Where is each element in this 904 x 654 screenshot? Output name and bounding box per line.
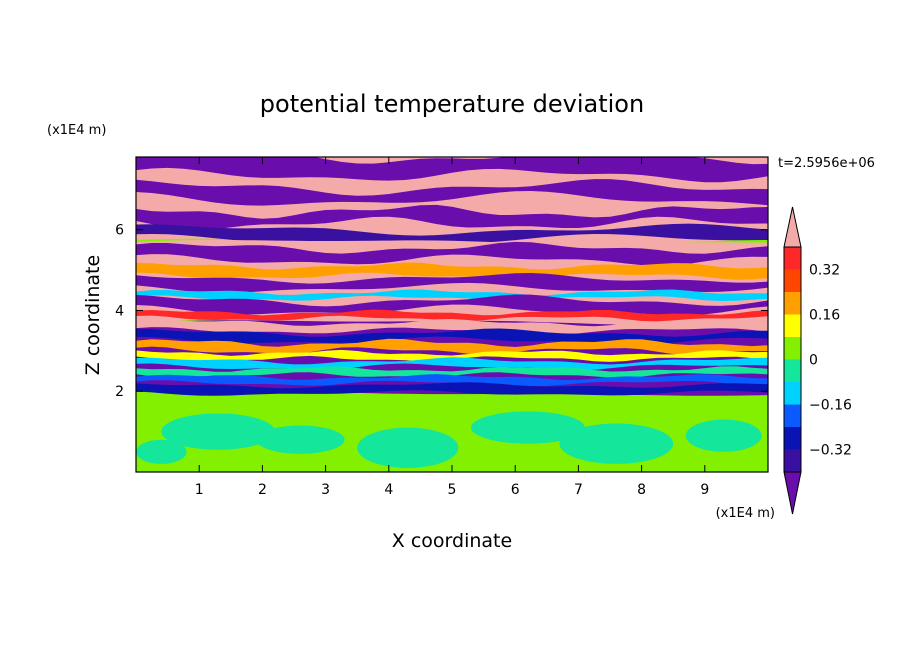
colorbar-extend-bottom bbox=[783, 471, 802, 515]
field-blob bbox=[136, 439, 187, 464]
turbulent-band bbox=[136, 338, 768, 355]
colorbar-segment bbox=[784, 427, 801, 450]
turbulent-band bbox=[136, 382, 768, 396]
turbulent-band bbox=[136, 366, 768, 378]
field-blob bbox=[357, 427, 459, 468]
turbulent-band bbox=[136, 374, 768, 387]
field-blob bbox=[685, 419, 762, 452]
colorbar-extend-top bbox=[783, 206, 802, 248]
contour-field bbox=[136, 157, 768, 472]
middle-band bbox=[136, 241, 768, 266]
middle-band bbox=[136, 289, 768, 302]
colorbar-tick-label: −0.32 bbox=[809, 443, 852, 459]
colorbar-segment bbox=[784, 382, 801, 405]
colorbar-segment bbox=[784, 269, 801, 292]
x-tick-label: 1 bbox=[195, 482, 204, 498]
upper-band bbox=[136, 204, 768, 231]
colorbar-segment bbox=[784, 314, 801, 337]
colorbar-segment bbox=[784, 337, 801, 360]
turbulent-band bbox=[136, 349, 768, 362]
x-tick-label: 2 bbox=[258, 482, 267, 498]
upper-band bbox=[136, 157, 768, 183]
y-tick-label: 2 bbox=[115, 384, 124, 400]
x-unit-label: (x1E4 m) bbox=[716, 506, 775, 521]
y-unit-label: (x1E4 m) bbox=[47, 123, 106, 138]
turbulent-band bbox=[136, 319, 768, 335]
time-label: t=2.5956e+06 bbox=[778, 156, 875, 171]
x-tick-label: 5 bbox=[448, 482, 457, 498]
colorbar-segment bbox=[784, 404, 801, 427]
x-tick-label: 8 bbox=[637, 482, 646, 498]
x-axis-label: X coordinate bbox=[392, 530, 512, 552]
middle-band bbox=[136, 262, 768, 280]
field-blob bbox=[470, 411, 585, 444]
colorbar-tick-label: 0.32 bbox=[809, 263, 840, 279]
chart-title: potential temperature deviation bbox=[260, 90, 644, 118]
x-tick-label: 7 bbox=[574, 482, 583, 498]
colorbar: 0.32 0.16 0 −0.16 −0.32 bbox=[783, 206, 852, 515]
x-tick-label: 3 bbox=[321, 482, 330, 498]
colorbar-segment bbox=[784, 247, 801, 270]
y-axis-label: Z coordinate bbox=[82, 255, 104, 375]
turbulent-band bbox=[136, 357, 768, 371]
colorbar-segment bbox=[784, 292, 801, 315]
field-blob bbox=[559, 423, 674, 464]
y-tick-label: 6 bbox=[115, 223, 124, 239]
y-tick-label: 4 bbox=[115, 303, 124, 319]
upper-band bbox=[136, 179, 768, 206]
middle-band bbox=[136, 309, 768, 322]
colorbar-frame bbox=[783, 246, 802, 473]
colorbar-tick-label: 0 bbox=[809, 353, 818, 369]
colorbar-tick-label: −0.16 bbox=[809, 398, 852, 414]
field-blob bbox=[256, 425, 345, 454]
colorbar-tick-label: 0.16 bbox=[809, 308, 840, 324]
x-tick-label: 6 bbox=[511, 482, 520, 498]
x-axis-ticks: 1 2 3 4 5 6 7 8 9 bbox=[195, 157, 709, 498]
upper-band bbox=[136, 223, 768, 244]
middle-band bbox=[136, 273, 768, 293]
x-tick-label: 4 bbox=[384, 482, 393, 498]
y-axis-ticks: 2 4 6 bbox=[115, 223, 768, 400]
field-blob bbox=[161, 413, 276, 450]
turbulent-band bbox=[136, 328, 768, 345]
colorbar-segment bbox=[784, 449, 801, 472]
x-tick-label: 9 bbox=[700, 482, 709, 498]
colorbar-segment bbox=[784, 359, 801, 382]
